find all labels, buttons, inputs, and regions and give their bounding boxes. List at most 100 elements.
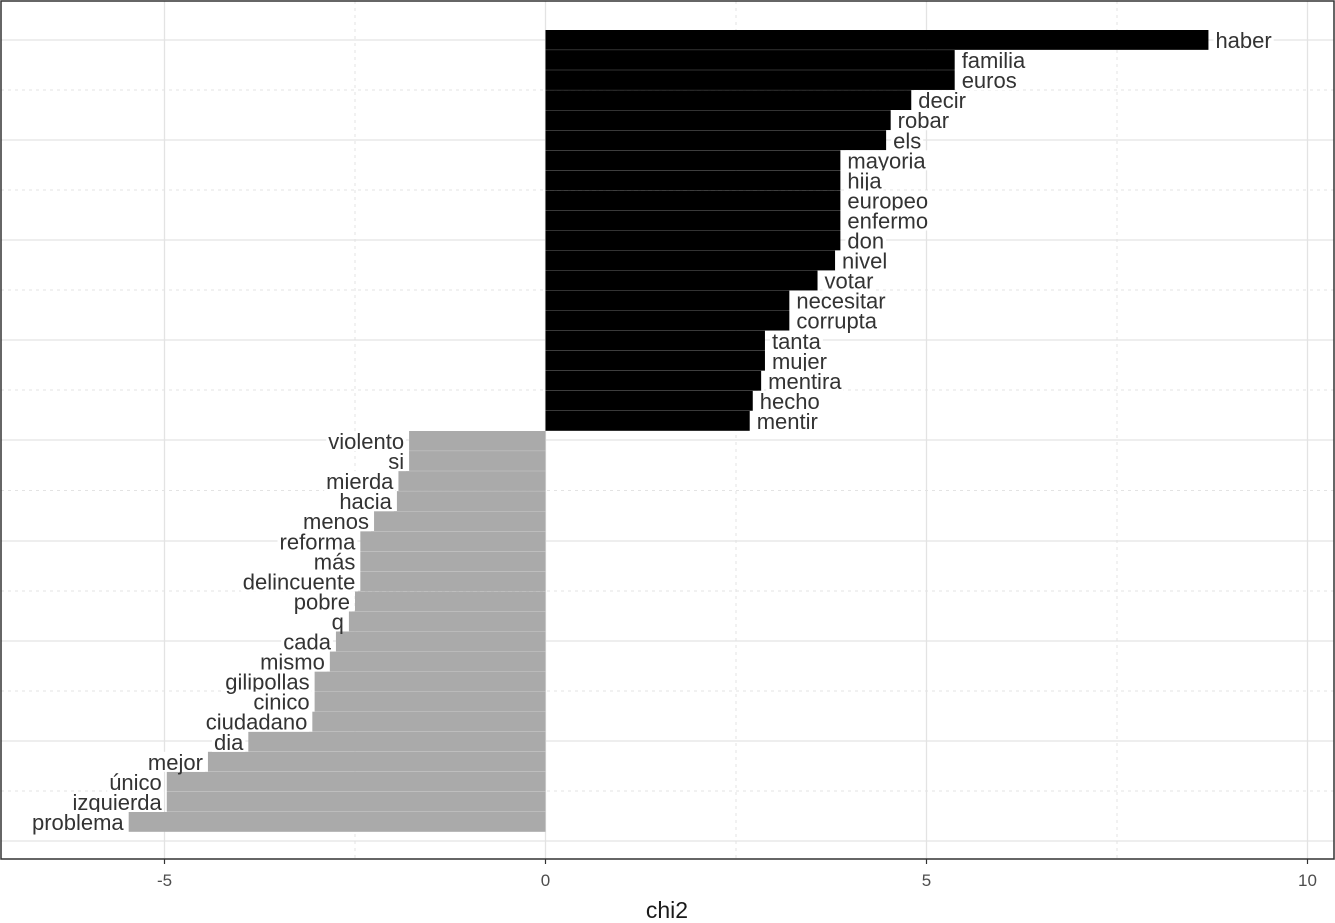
bar-label-más: más xyxy=(314,549,356,574)
bar-don xyxy=(545,230,841,251)
bar-label-menos: menos xyxy=(303,509,369,534)
bar-label-si: si xyxy=(388,449,404,474)
bar-label-background xyxy=(326,431,407,452)
bar-label-pobre: pobre xyxy=(294,589,350,614)
bar-label-background xyxy=(845,230,887,251)
bar-label-familia: familia xyxy=(962,48,1026,73)
bar-label-necesitar: necesitar xyxy=(796,289,885,314)
bar-label-background xyxy=(840,250,890,271)
bar-label-background xyxy=(794,310,880,331)
bar-ciudadano xyxy=(312,711,546,732)
bar-label-background xyxy=(311,551,358,572)
bar-label-mayoria: mayoria xyxy=(847,148,926,173)
bar-label-euros: euros xyxy=(962,68,1017,93)
bars xyxy=(128,30,1209,832)
bar-label-gilipollas: gilipollas xyxy=(225,670,309,695)
bar-label-background xyxy=(959,50,1028,71)
bar-label-q: q xyxy=(332,609,344,634)
bar-label-background xyxy=(891,130,924,151)
bar-label-don: don xyxy=(847,229,884,254)
bar-label-background xyxy=(916,90,968,111)
bar-label-background xyxy=(337,491,394,512)
bar-label-background xyxy=(769,330,823,351)
bar-label-mismo: mismo xyxy=(260,650,325,675)
bar-único xyxy=(166,771,546,792)
bar-label-enfermo: enfermo xyxy=(847,208,928,233)
bar-label-background xyxy=(145,751,205,772)
bar-europeo xyxy=(545,190,841,211)
bar-label-background xyxy=(240,571,358,592)
bar-label-background xyxy=(1213,30,1274,51)
bar-reforma xyxy=(360,531,546,552)
bar-labels: haber familiaeurosdecirrobarelsmayoriahij… xyxy=(29,28,1274,835)
bar-label-delincuente: delincuente xyxy=(243,569,356,594)
bar-robar xyxy=(545,110,891,131)
x-tick-label: 0 xyxy=(541,871,550,890)
plot-panel-border xyxy=(0,0,1335,860)
bar-menos xyxy=(374,511,546,532)
bar-familia xyxy=(545,50,955,70)
bar-label-background xyxy=(895,110,952,131)
x-tick-label: -5 xyxy=(157,871,172,890)
x-tick-label: 5 xyxy=(922,871,931,890)
bar-delincuente xyxy=(360,571,546,592)
bar-label-mujer: mujer xyxy=(772,349,827,374)
bar-votar xyxy=(545,270,818,291)
bar-label-cinico: cinico xyxy=(253,690,309,715)
bar-problema xyxy=(128,811,546,832)
bar-label-els: els xyxy=(893,128,921,153)
bar-label-background xyxy=(822,270,876,291)
bar-hacia xyxy=(396,491,546,511)
bar-label-background xyxy=(845,150,928,171)
bar-tanta xyxy=(545,330,765,351)
bar-label-hacia: hacia xyxy=(339,489,392,514)
bar-si xyxy=(409,451,546,471)
bar-label-dia: dia xyxy=(214,730,244,755)
bar-label-background xyxy=(251,691,312,712)
bar-mayoria xyxy=(545,150,841,171)
bar-label-hija: hija xyxy=(847,168,882,193)
bar-label-background xyxy=(959,70,1019,91)
bar-label-mentir: mentir xyxy=(757,409,818,434)
bar-violento xyxy=(409,431,546,451)
bar-label-hecho: hecho xyxy=(760,389,820,414)
bar-haber xyxy=(545,30,1209,50)
x-axis-title: chi2 xyxy=(646,897,688,923)
bar-label-background xyxy=(211,731,246,752)
bar-label-europeo: europeo xyxy=(847,188,928,213)
bar-label-robar: robar xyxy=(898,108,949,133)
bar-mejor xyxy=(207,751,546,772)
x-axis: -5 0 5 10 xyxy=(157,859,1317,890)
bar-mismo xyxy=(329,651,546,672)
bar-label-background xyxy=(29,811,126,832)
bar-label-background xyxy=(277,531,358,552)
bar-label-background xyxy=(757,390,822,411)
bar-label-votar: votar xyxy=(825,269,874,294)
bar-label-background xyxy=(754,410,820,431)
bar-mentir xyxy=(545,410,750,431)
bar-hecho xyxy=(545,390,753,411)
bar-label-problema: problema xyxy=(32,810,124,835)
bar-label-background xyxy=(766,370,844,391)
bar-hija xyxy=(545,170,841,191)
bar-label-background xyxy=(794,290,888,311)
bar-cada xyxy=(335,631,546,652)
bar-pobre xyxy=(355,591,546,612)
bar-mentira xyxy=(545,370,762,391)
bar-label-decir: decir xyxy=(918,88,966,113)
bar-label-background xyxy=(70,791,164,812)
bar-els xyxy=(545,130,887,151)
bar-label-haber: haber xyxy=(1215,28,1271,53)
bar-label-background xyxy=(386,451,407,472)
bar-label-background xyxy=(223,671,312,692)
bar-label-background xyxy=(203,711,310,732)
bar-label-ciudadano: ciudadano xyxy=(206,710,308,735)
bar-corrupta xyxy=(545,310,790,331)
bar-euros xyxy=(545,70,955,90)
bar-decir xyxy=(545,90,912,110)
bar-enfermo xyxy=(545,210,841,231)
x-tick-label: 10 xyxy=(1298,871,1317,890)
bar-dia xyxy=(248,731,546,752)
bar-izquierda xyxy=(166,791,546,812)
